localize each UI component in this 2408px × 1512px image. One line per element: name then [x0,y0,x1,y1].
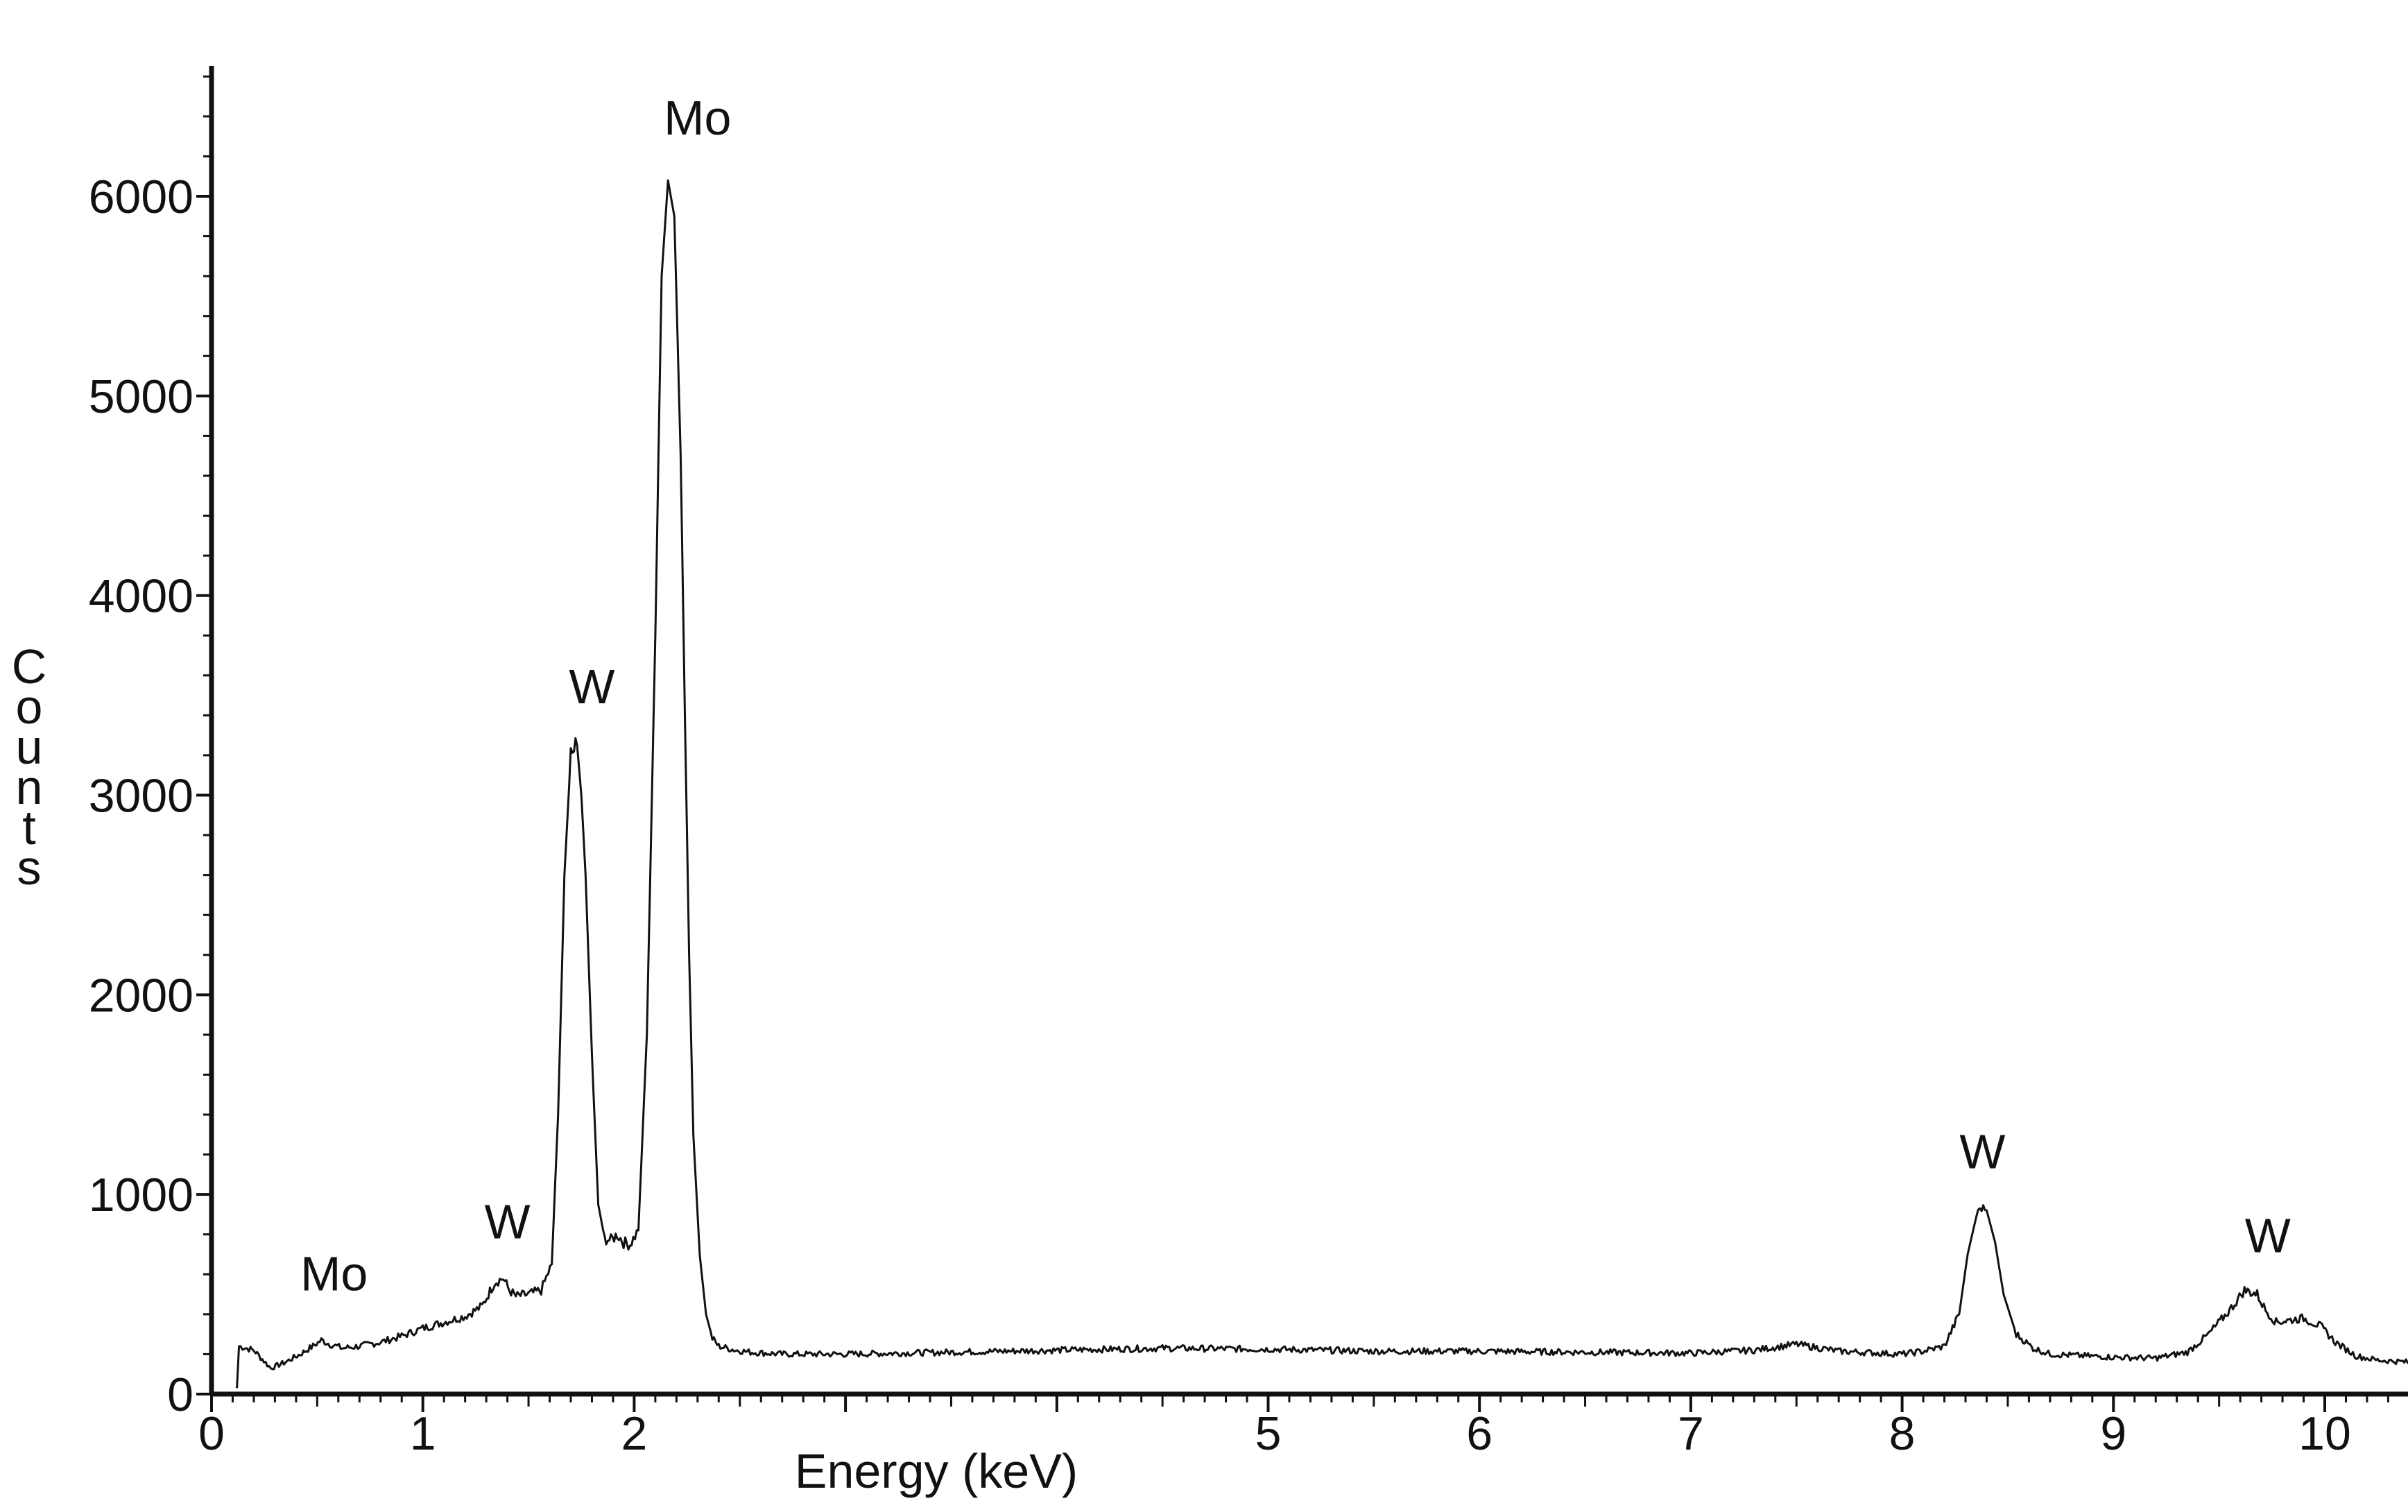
x-tick-label: 7 [1678,1407,1704,1460]
y-tick-label: 1000 [89,1169,194,1221]
peak-label-w: W [2245,1209,2291,1263]
x-tick-label: 5 [1255,1407,1282,1460]
peak-label-mo: Mo [664,91,731,145]
x-axis: 0 1 2 5 6 7 8 9 10 [198,1391,2408,1460]
x-tick-label: 9 [2100,1407,2126,1460]
y-title-letter: o [16,680,43,734]
x-axis-title: Energy (keV) [795,1444,1078,1498]
y-tick-label: 4000 [89,570,194,623]
peak-label-w: W [569,660,614,714]
y-axis: 0 1000 2000 3000 4000 5000 6000 [89,66,214,1421]
y-title-letter: n [16,760,43,814]
peak-label-w: W [1959,1125,2005,1179]
x-tick-label: 10 [2298,1407,2351,1460]
y-tick-label: 0 [167,1368,194,1421]
x-tick-label: 8 [1889,1407,1916,1460]
x-tick-label: 6 [1466,1407,1493,1460]
y-title-letter: C [12,639,47,694]
peak-label-w: W [485,1194,531,1248]
y-title-letter: s [17,841,42,895]
peak-label-mo: Mo [300,1246,368,1300]
y-tick-label: 5000 [89,370,194,423]
x-tick-label: 2 [621,1407,647,1460]
x-tick-label: 1 [410,1407,436,1460]
x-tick-label: 0 [198,1407,225,1460]
annotation-layer: Mo W W Mo W W [300,91,2291,1301]
y-title-letter: u [16,720,43,774]
y-tick-label: 2000 [89,969,194,1022]
y-tick-label: 6000 [89,171,194,223]
spectrum-line [236,179,2408,1389]
y-tick-label: 3000 [89,770,194,823]
y-title-letter: t [22,800,35,854]
series-layer [236,179,2408,1389]
